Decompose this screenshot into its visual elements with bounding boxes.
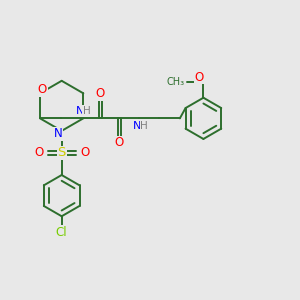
Text: O: O: [34, 146, 43, 159]
Text: O: O: [96, 87, 105, 101]
Text: N: N: [133, 121, 141, 131]
Text: N: N: [76, 106, 84, 116]
Text: O: O: [115, 136, 124, 149]
Text: CH₃: CH₃: [167, 76, 185, 86]
Text: N: N: [54, 127, 62, 140]
Text: S: S: [58, 146, 66, 159]
Text: O: O: [38, 83, 47, 96]
Text: O: O: [80, 146, 89, 159]
Text: H: H: [82, 106, 90, 116]
Text: O: O: [194, 70, 204, 84]
Text: H: H: [140, 121, 148, 131]
Text: Cl: Cl: [56, 226, 68, 239]
